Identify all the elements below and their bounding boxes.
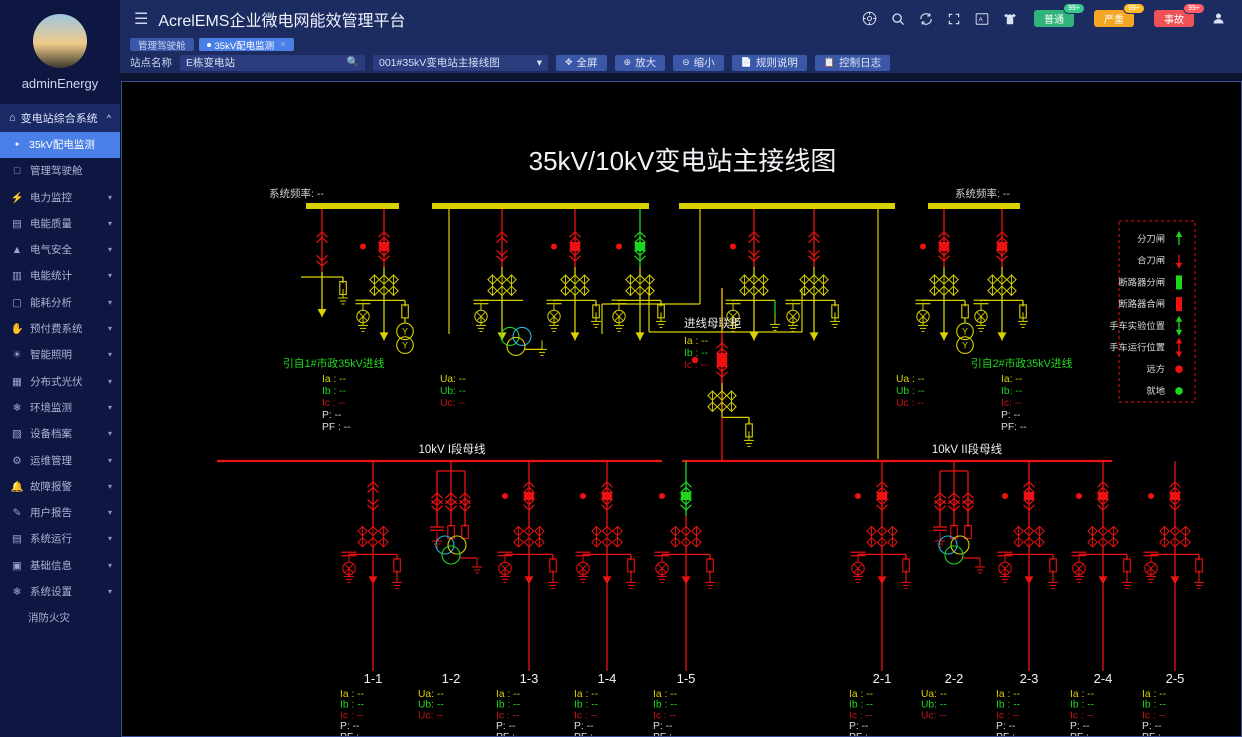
svg-text:Ib : --: Ib : -- <box>322 386 346 397</box>
svg-text:Ia : --: Ia : -- <box>340 689 364 700</box>
svg-text:Ia : --: Ia : -- <box>1142 689 1166 700</box>
svg-text:Ic : --: Ic : -- <box>653 710 676 721</box>
svg-text:P: --: P: -- <box>996 721 1015 732</box>
svg-text:Ic : --: Ic : -- <box>322 398 345 409</box>
svg-text:Ic : --: Ic : -- <box>849 710 872 721</box>
svg-text:Ua : --: Ua : -- <box>896 374 925 385</box>
svg-text:手车运行位置: 手车运行位置 <box>1109 342 1165 353</box>
svg-text:Ub : --: Ub : -- <box>896 386 925 397</box>
svg-text:A: A <box>979 16 984 23</box>
svg-text:Ia : --: Ia : -- <box>849 689 873 700</box>
svg-text:分刀闸: 分刀闸 <box>1137 233 1165 244</box>
svg-text:1-1: 1-1 <box>364 671 383 686</box>
svg-text:合刀闸: 合刀闸 <box>1137 255 1165 266</box>
svg-text:Y: Y <box>962 327 968 337</box>
svg-text:PF : --: PF : -- <box>849 732 878 737</box>
svg-text:Ic : --: Ic : -- <box>340 710 363 721</box>
svg-text:P: --: P: -- <box>322 410 341 421</box>
svg-text:1-3: 1-3 <box>520 671 539 686</box>
svg-text:Ib : --: Ib : -- <box>574 700 598 711</box>
svg-text:Ib : --: Ib : -- <box>340 700 364 711</box>
svg-text:Ub: --: Ub: -- <box>440 386 466 397</box>
svg-text:1-2: 1-2 <box>442 671 461 686</box>
svg-text:PF : --: PF : -- <box>496 732 525 737</box>
svg-text:P: --: P: -- <box>574 721 593 732</box>
svg-text:Ib : --: Ib : -- <box>1070 700 1094 711</box>
svg-text:Ia : --: Ia : -- <box>574 689 598 700</box>
svg-text:P: --: P: -- <box>1070 721 1089 732</box>
svg-text:P: --: P: -- <box>1142 721 1161 732</box>
svg-text:Ia : --: Ia : -- <box>496 689 520 700</box>
svg-text:Ic : --: Ic : -- <box>996 710 1019 721</box>
svg-text:Ua: --: Ua: -- <box>418 689 444 700</box>
svg-text:Ic : --: Ic : -- <box>1142 710 1165 721</box>
svg-text:PF : --: PF : -- <box>340 732 369 737</box>
svg-text:Ic : --: Ic : -- <box>574 710 597 721</box>
svg-text:Ua: --: Ua: -- <box>921 689 947 700</box>
svg-text:Ia : --: Ia : -- <box>653 689 677 700</box>
svg-text:PF : --: PF : -- <box>653 732 682 737</box>
svg-text:2-2: 2-2 <box>945 671 964 686</box>
svg-text:就地: 就地 <box>1146 385 1165 396</box>
svg-text:2-4: 2-4 <box>1094 671 1113 686</box>
svg-text:PF : --: PF : -- <box>1142 732 1171 737</box>
svg-text:Ub: --: Ub: -- <box>921 700 947 711</box>
svg-text:P: --: P: -- <box>340 721 359 732</box>
svg-text:Uc: --: Uc: -- <box>921 710 946 721</box>
svg-text:系统频率: --: 系统频率: -- <box>269 187 324 200</box>
svg-text:P: --: P: -- <box>849 721 868 732</box>
svg-text:Ub: --: Ub: -- <box>418 700 444 711</box>
svg-text:Y: Y <box>962 340 968 350</box>
svg-text:Ia : --: Ia : -- <box>996 689 1020 700</box>
svg-text:10kV II段母线: 10kV II段母线 <box>932 442 1003 456</box>
svg-text:引自2#市政35kV进线: 引自2#市政35kV进线 <box>971 356 1073 370</box>
svg-text:手车实验位置: 手车实验位置 <box>1109 320 1165 331</box>
svg-text:进线母联柜: 进线母联柜 <box>684 316 742 330</box>
svg-text:Ib : --: Ib : -- <box>996 700 1020 711</box>
svg-text:Ia : --: Ia : -- <box>322 374 346 385</box>
svg-text:1-4: 1-4 <box>598 671 617 686</box>
svg-text:Ib : --: Ib : -- <box>653 700 677 711</box>
svg-text:2-1: 2-1 <box>873 671 892 686</box>
svg-text:1-5: 1-5 <box>677 671 696 686</box>
svg-text:Ib : --: Ib : -- <box>496 700 520 711</box>
svg-text:Ib: --: Ib: -- <box>1001 386 1022 397</box>
svg-text:PF : --: PF : -- <box>996 732 1025 737</box>
svg-text:Ia: --: Ia: -- <box>1001 374 1022 385</box>
svg-text:Y: Y <box>402 340 408 350</box>
svg-text:Ic : --: Ic : -- <box>1070 710 1093 721</box>
svg-text:Ic: --: Ic: -- <box>1001 398 1022 409</box>
svg-text:10kV I段母线: 10kV I段母线 <box>418 442 486 456</box>
svg-text:远方: 远方 <box>1146 363 1165 374</box>
svg-text:PF : --: PF : -- <box>1070 732 1099 737</box>
svg-text:P: --: P: -- <box>653 721 672 732</box>
svg-text:Ua: --: Ua: -- <box>440 374 466 385</box>
svg-text:Ib : --: Ib : -- <box>1142 700 1166 711</box>
svg-text:断路器分闸: 断路器分闸 <box>1119 276 1166 287</box>
svg-text:Y: Y <box>402 327 408 337</box>
svg-text:PF: --: PF: -- <box>1001 422 1027 433</box>
svg-text:系统频率: --: 系统频率: -- <box>955 187 1010 200</box>
svg-text:P: --: P: -- <box>1001 410 1020 421</box>
svg-text:引自1#市政35kV进线: 引自1#市政35kV进线 <box>283 356 385 370</box>
svg-text:2-5: 2-5 <box>1166 671 1185 686</box>
svg-text:Uc : --: Uc : -- <box>896 398 924 409</box>
svg-text:PF : --: PF : -- <box>322 422 351 433</box>
svg-text:Uc: --: Uc: -- <box>418 710 443 721</box>
svg-text:Ib : --: Ib : -- <box>849 700 873 711</box>
svg-text:P: --: P: -- <box>496 721 515 732</box>
svg-text:Uc: --: Uc: -- <box>440 398 465 409</box>
svg-text:断路器合闸: 断路器合闸 <box>1119 298 1166 309</box>
svg-text:Ic : --: Ic : -- <box>496 710 519 721</box>
svg-text:PF : --: PF : -- <box>574 732 603 737</box>
svg-text:Ia : --: Ia : -- <box>684 336 708 347</box>
svg-text:2-3: 2-3 <box>1020 671 1039 686</box>
svg-text:Ia : --: Ia : -- <box>1070 689 1094 700</box>
svg-text:35kV/10kV变电站主接线图: 35kV/10kV变电站主接线图 <box>529 146 837 176</box>
